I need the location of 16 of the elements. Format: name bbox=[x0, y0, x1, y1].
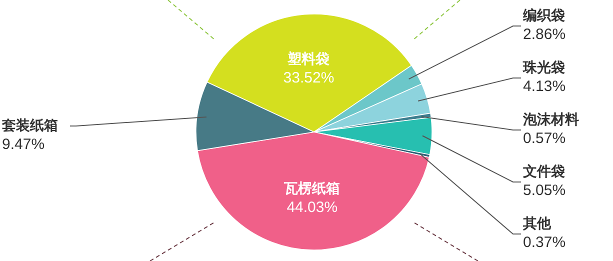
data-label: 0.37% bbox=[523, 234, 566, 251]
data-label: 0.57% bbox=[523, 130, 566, 147]
slice-label: 编织袋 bbox=[522, 7, 565, 23]
slice-label: 套装纸箱 bbox=[1, 117, 58, 133]
slice-label: 文件袋 bbox=[522, 163, 565, 179]
slice-label: 瓦楞纸箱 bbox=[283, 180, 340, 196]
data-label: 4.13% bbox=[523, 78, 566, 95]
data-label: 33.52% bbox=[283, 69, 334, 86]
data-label: 44.03% bbox=[286, 198, 338, 216]
slice-label: 泡沫材料 bbox=[522, 111, 579, 127]
data-label: 9.47% bbox=[2, 136, 45, 153]
slice-label: 塑料袋 bbox=[286, 50, 330, 66]
slice-label: 珠光袋 bbox=[522, 59, 565, 75]
slice-label: 其他 bbox=[522, 215, 552, 231]
data-label: 2.86% bbox=[523, 26, 566, 43]
data-label: 5.05% bbox=[523, 182, 566, 199]
